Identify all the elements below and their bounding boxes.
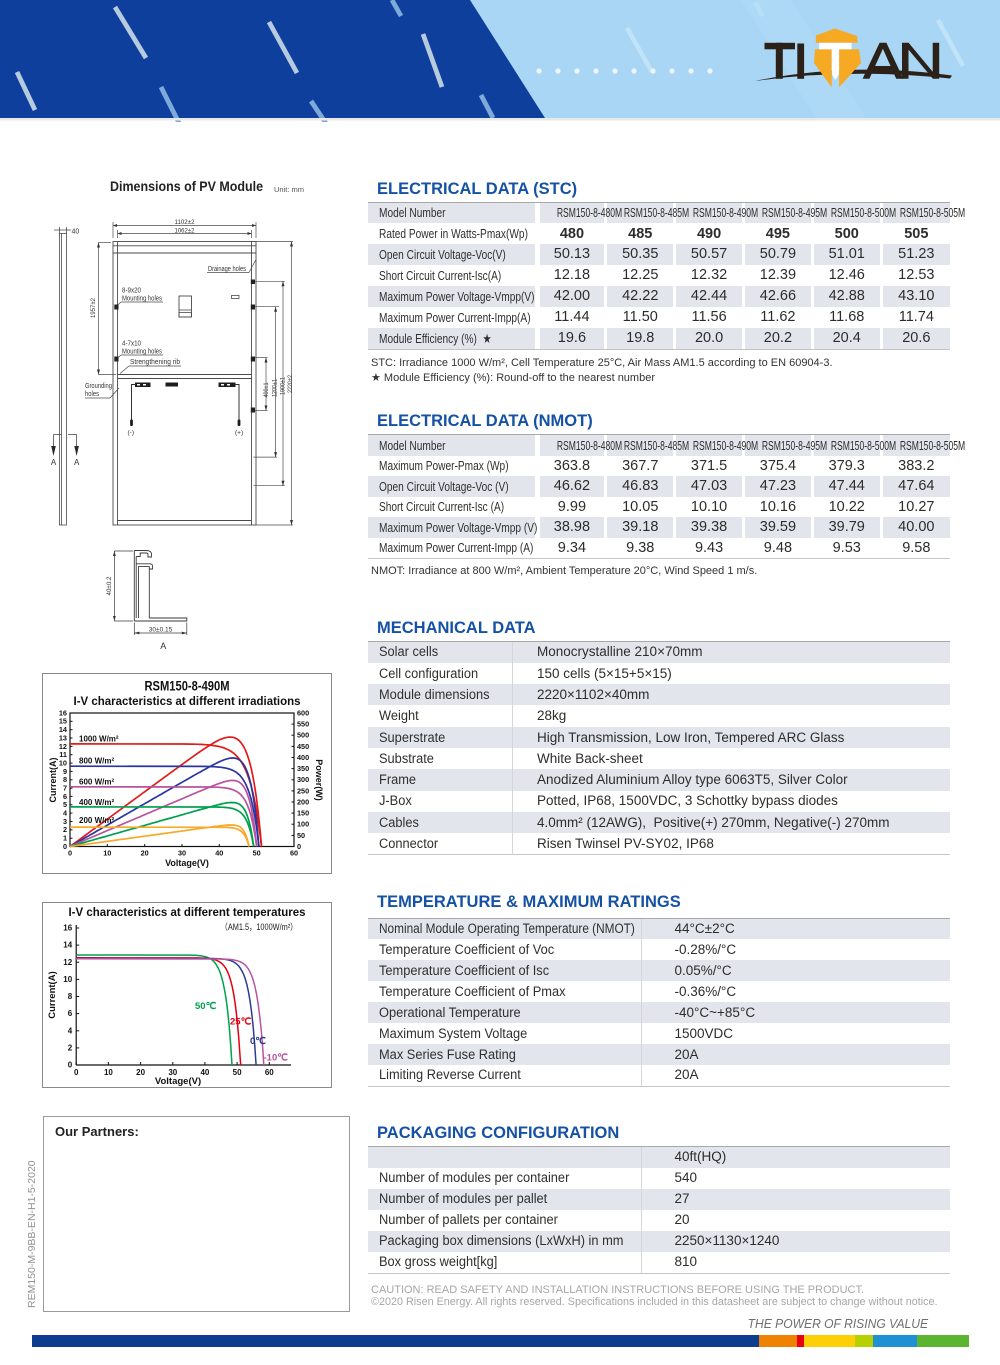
svg-text:-10℃: -10℃	[264, 1053, 289, 1064]
svg-text:10: 10	[103, 849, 111, 858]
svg-text:5: 5	[63, 800, 67, 809]
svg-text:4: 4	[63, 809, 68, 818]
svg-text:4: 4	[68, 1026, 73, 1035]
svg-text:I-V characteristics at differe: I-V characteristics at different tempera…	[69, 905, 306, 919]
svg-text:60: 60	[265, 1068, 274, 1077]
svg-text:8: 8	[63, 775, 67, 784]
svg-text:30: 30	[168, 1068, 177, 1077]
svg-text:30: 30	[178, 849, 186, 858]
svg-text:（AM1.5，1000W/m²）: （AM1.5，1000W/m²）	[221, 922, 298, 932]
svg-text:Mounting holes: Mounting holes	[122, 349, 162, 356]
svg-text:1900±1: 1900±1	[279, 377, 286, 395]
svg-text:0: 0	[63, 842, 67, 851]
svg-text:Mounting holes: Mounting holes	[122, 296, 162, 303]
svg-text:30±0.15: 30±0.15	[149, 626, 173, 633]
svg-text:20: 20	[141, 849, 149, 858]
svg-text:300: 300	[297, 775, 309, 784]
svg-text:(-): (-)	[128, 430, 135, 437]
svg-text:Power(W): Power(W)	[314, 759, 324, 801]
svg-text:11: 11	[59, 750, 67, 759]
svg-text:0: 0	[74, 1068, 79, 1077]
svg-text:500: 500	[297, 731, 309, 740]
svg-text:1102±2: 1102±2	[175, 219, 195, 226]
svg-text:Current(A): Current(A)	[48, 758, 58, 803]
svg-text:13: 13	[59, 733, 67, 742]
svg-text:1: 1	[63, 834, 67, 843]
svg-text:A: A	[160, 641, 166, 651]
svg-text:6: 6	[68, 1009, 73, 1018]
svg-text:6: 6	[63, 792, 67, 801]
svg-text:9: 9	[63, 767, 67, 776]
svg-text:200: 200	[297, 797, 309, 806]
svg-text:450: 450	[297, 742, 309, 751]
svg-text:Strengthening rib: Strengthening rib	[130, 359, 180, 366]
svg-text:40: 40	[215, 849, 223, 858]
svg-text:350: 350	[297, 764, 309, 773]
svg-text:A: A	[74, 458, 80, 467]
svg-text:16: 16	[63, 924, 72, 933]
svg-text:1200±1: 1200±1	[272, 379, 279, 397]
svg-text:1957±2: 1957±2	[90, 298, 97, 318]
svg-text:8: 8	[68, 992, 73, 1001]
svg-text:50℃: 50℃	[195, 1001, 217, 1012]
svg-text:0: 0	[68, 849, 72, 858]
svg-text:60: 60	[290, 849, 298, 858]
svg-text:50: 50	[233, 1068, 242, 1077]
svg-text:20: 20	[136, 1068, 145, 1077]
svg-text:2: 2	[68, 1044, 73, 1053]
svg-text:Voltage(V): Voltage(V)	[155, 1076, 201, 1087]
svg-text:400 W/m²: 400 W/m²	[79, 798, 114, 807]
svg-text:Drainage holes: Drainage holes	[208, 266, 246, 273]
svg-text:50: 50	[253, 849, 261, 858]
svg-text:550: 550	[297, 720, 309, 729]
svg-text:600: 600	[297, 708, 309, 717]
svg-text:40: 40	[200, 1068, 209, 1077]
svg-text:12: 12	[63, 958, 72, 967]
svg-text:Current(A): Current(A)	[47, 971, 58, 1019]
svg-text:400: 400	[297, 753, 309, 762]
svg-text:40±0.2: 40±0.2	[106, 576, 113, 595]
svg-text:1000 W/m²: 1000 W/m²	[79, 735, 119, 744]
svg-text:400±1: 400±1	[263, 382, 270, 397]
svg-text:250: 250	[297, 786, 309, 795]
svg-text:0: 0	[297, 842, 301, 851]
svg-text:14: 14	[63, 941, 72, 950]
svg-text:0℃: 0℃	[250, 1036, 266, 1047]
svg-text:40: 40	[72, 229, 80, 236]
svg-text:25℃: 25℃	[230, 1017, 252, 1028]
svg-text:200 W/m²: 200 W/m²	[79, 816, 114, 825]
svg-text:RSM150-8-490M: RSM150-8-490M	[145, 679, 230, 694]
svg-text:150: 150	[297, 809, 309, 818]
svg-text:I-V characteristics at differe: I-V characteristics at different irradia…	[74, 696, 301, 708]
svg-text:3: 3	[63, 817, 67, 826]
svg-text:600 W/m²: 600 W/m²	[79, 777, 114, 786]
svg-text:16: 16	[59, 708, 67, 717]
svg-text:14: 14	[59, 725, 68, 734]
svg-text:2: 2	[63, 825, 67, 834]
svg-text:10: 10	[59, 759, 67, 768]
svg-text:15: 15	[59, 717, 67, 726]
svg-text:Grounding: Grounding	[85, 383, 112, 390]
svg-text:holes: holes	[85, 391, 99, 398]
svg-text:2220±2: 2220±2	[287, 375, 294, 393]
svg-text:800 W/m²: 800 W/m²	[79, 757, 114, 766]
svg-text:1062±2: 1062±2	[175, 227, 195, 234]
svg-text:12: 12	[59, 742, 67, 751]
svg-text:4-7x10: 4-7x10	[122, 341, 141, 348]
svg-text:8-9x20: 8-9x20	[122, 288, 141, 295]
svg-text:10: 10	[63, 975, 72, 984]
svg-text:A: A	[51, 458, 57, 467]
svg-text:7: 7	[63, 784, 67, 793]
svg-text:100: 100	[297, 820, 309, 829]
svg-text:(+): (+)	[235, 430, 243, 437]
svg-text:0: 0	[68, 1061, 73, 1070]
svg-text:Voltage(V): Voltage(V)	[165, 858, 209, 868]
svg-text:10: 10	[104, 1068, 113, 1077]
svg-text:50: 50	[297, 831, 305, 840]
